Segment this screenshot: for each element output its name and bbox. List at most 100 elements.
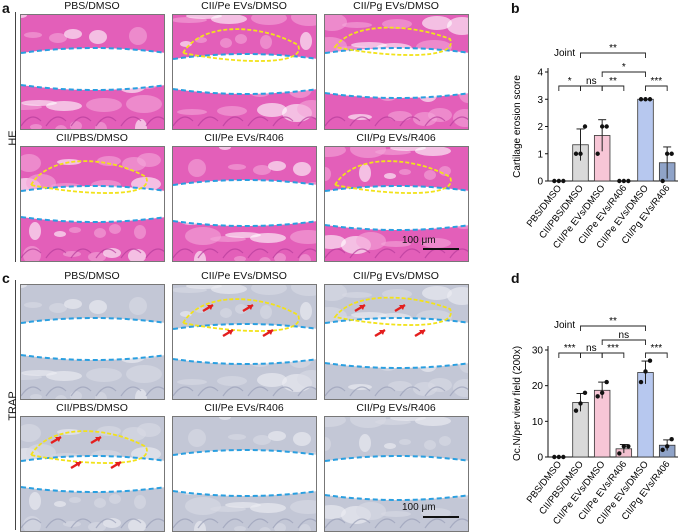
significance-label: **	[609, 76, 617, 87]
data-point	[643, 97, 648, 102]
significance-bracket	[601, 339, 646, 345]
y-axis-label: Cartilage erosion score	[512, 75, 523, 178]
micrograph-title: CII/Pg EVs/R406	[356, 132, 436, 144]
data-point	[660, 447, 665, 453]
data-point	[578, 401, 583, 406]
bar	[637, 372, 654, 458]
significance-label: **	[609, 43, 617, 54]
he-scale-label: 100 μm	[402, 235, 436, 246]
micrograph-title: CII/PBS/DMSO	[56, 132, 128, 144]
data-point	[556, 178, 562, 184]
trap-micrograph	[172, 284, 317, 400]
y-tick-label: 30	[532, 346, 544, 357]
trap-scale-bar	[423, 516, 459, 518]
significance-bracket	[580, 52, 646, 58]
data-point	[599, 390, 605, 395]
chart-title: Joint	[554, 320, 575, 331]
data-point	[595, 151, 600, 156]
significance-bracket	[645, 85, 668, 91]
data-point	[647, 97, 653, 102]
data-point	[604, 379, 609, 385]
panel-letter-c: c	[2, 270, 10, 286]
significance-bracket	[601, 352, 625, 358]
significance-bracket	[580, 325, 646, 331]
trap-row-line	[15, 280, 16, 530]
micrograph-title: CII/Pg EVs/DMSO	[353, 270, 439, 282]
data-point	[552, 454, 557, 460]
data-point	[556, 454, 562, 460]
y-tick-label: 2	[537, 122, 543, 133]
y-tick-label: 10	[532, 417, 544, 428]
significance-label: ns	[619, 330, 630, 341]
bar	[593, 389, 611, 458]
data-point	[626, 178, 631, 184]
data-point	[599, 124, 605, 129]
he-micrograph	[20, 146, 165, 262]
y-tick-label: 20	[532, 381, 544, 392]
panel-letter-b: b	[511, 0, 520, 16]
micrograph-title: CII/PBS/DMSO	[56, 402, 128, 414]
data-point	[664, 444, 670, 449]
trap-micrograph	[172, 416, 317, 532]
he-row-line	[15, 12, 16, 262]
trap-scale-label: 100 μm	[402, 502, 436, 513]
significance-bracket	[601, 85, 625, 91]
bar	[637, 98, 654, 182]
panel-letter-d: d	[511, 270, 520, 286]
data-point	[669, 436, 674, 442]
chart-title: Joint	[554, 48, 575, 59]
significance-label: ***	[564, 343, 576, 354]
significance-label: **	[609, 316, 617, 327]
significance-bracket	[601, 71, 646, 77]
micrograph-title: CII/Pe EVs/DMSO	[201, 0, 287, 12]
he-micrograph	[172, 14, 317, 130]
data-point	[647, 358, 653, 363]
significance-bracket	[645, 352, 668, 358]
he-micrograph	[172, 146, 317, 262]
data-point	[595, 394, 600, 399]
significance-label: *	[622, 62, 626, 73]
data-point	[617, 178, 622, 184]
y-tick-label: 3	[537, 95, 543, 106]
significance-label: *	[568, 76, 572, 87]
data-point	[578, 151, 583, 156]
data-point	[638, 97, 644, 102]
data-point	[573, 151, 579, 156]
micrograph-title: CII/Pg EVs/R406	[356, 402, 436, 414]
data-point	[582, 124, 588, 129]
data-point	[604, 124, 609, 129]
data-point	[552, 178, 557, 184]
micrograph-title: CII/Pe EVs/DMSO	[201, 270, 287, 282]
data-point	[621, 444, 627, 449]
trap-micrograph	[324, 284, 469, 400]
he-micrograph	[20, 14, 165, 130]
significance-label: ***	[650, 76, 662, 87]
y-tick-label: 0	[537, 177, 543, 188]
significance-label: ns	[586, 76, 597, 87]
trap-micrograph	[20, 284, 165, 400]
data-point	[582, 390, 588, 395]
significance-label: ns	[586, 343, 597, 354]
y-tick-label: 1	[537, 149, 543, 160]
y-tick-label: 0	[537, 453, 543, 464]
data-point	[643, 369, 648, 374]
y-axis-label: Oc.N/per view field (200x)	[512, 346, 523, 461]
data-point	[573, 408, 579, 413]
data-point	[561, 178, 566, 184]
data-point	[621, 178, 627, 184]
micrograph-title: PBS/DMSO	[64, 0, 120, 12]
panel-letter-a: a	[2, 0, 10, 16]
data-point	[664, 151, 670, 156]
significance-label: ***	[607, 343, 619, 354]
micrograph-title: CII/Pe EVs/R406	[204, 132, 284, 144]
data-point	[638, 379, 644, 385]
he-micrograph	[324, 146, 469, 262]
data-point	[617, 451, 622, 456]
data-point	[561, 454, 566, 460]
he-scale-bar	[423, 248, 459, 250]
data-point	[626, 444, 631, 449]
micrograph-title: PBS/DMSO	[64, 270, 120, 282]
trap-micrograph	[20, 416, 165, 532]
